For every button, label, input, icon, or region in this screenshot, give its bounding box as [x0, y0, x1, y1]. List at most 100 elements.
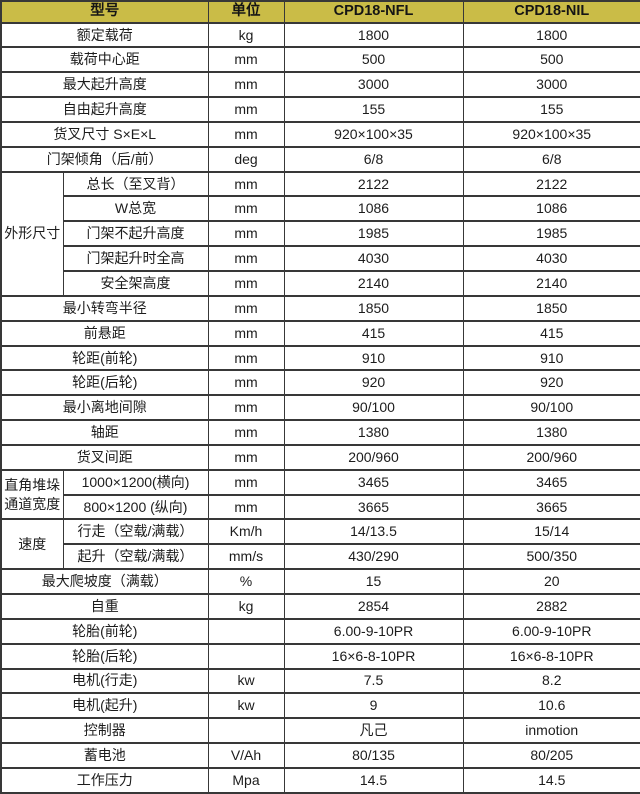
unit-cell: mm: [207, 294, 285, 322]
value-nfl: 凡己: [283, 717, 464, 745]
value-nfl: 2122: [283, 170, 464, 198]
unit-cell: V/Ah: [207, 742, 285, 769]
unit-cell: mm: [207, 419, 285, 446]
spec-sublabel: 门架起升时全高: [62, 245, 209, 272]
value-nfl: 1086: [283, 195, 464, 223]
table-row: 货叉间距 mm 200/960 200/960: [0, 443, 640, 471]
value-nil: 2122: [462, 170, 640, 198]
header-model-nfl: CPD18-NFL: [283, 0, 464, 24]
unit-cell: [207, 717, 285, 745]
table-row: 蓄电池 V/Ah 80/135 80/205: [0, 742, 640, 769]
spec-label: 自重: [0, 592, 209, 620]
value-nil: 2882: [462, 592, 640, 620]
spec-label: 轮距(前轮): [0, 344, 209, 372]
value-nfl: 910: [283, 344, 464, 372]
unit-cell: kg: [207, 21, 285, 49]
table-row: 最大爬坡度（满载） % 15 20: [0, 568, 640, 595]
value-nfl: 14.5: [283, 766, 464, 794]
value-nil: 14.5: [462, 766, 640, 794]
value-nil: 1985: [462, 220, 640, 248]
header-model-nil: CPD18-NIL: [462, 0, 640, 24]
table-row: 最小转弯半径 mm 1850 1850: [0, 294, 640, 322]
spec-label: 电机(行走): [0, 667, 209, 695]
unit-cell: Km/h: [207, 518, 285, 546]
unit-cell: [207, 617, 285, 645]
value-nil: 6.00-9-10PR: [462, 617, 640, 645]
header-unit: 单位: [207, 0, 285, 24]
value-nfl: 6.00-9-10PR: [283, 617, 464, 645]
value-nil: 500/350: [462, 543, 640, 571]
unit-cell: mm: [207, 493, 285, 521]
spec-label: 轮距(后轮): [0, 369, 209, 397]
spec-label: 电机(起升): [0, 692, 209, 720]
value-nfl: 155: [283, 96, 464, 123]
value-nil: 920: [462, 369, 640, 397]
value-nfl: 15: [283, 568, 464, 595]
value-nil: 10.6: [462, 692, 640, 720]
value-nfl: 200/960: [283, 443, 464, 471]
unit-cell: mm: [207, 443, 285, 471]
value-nil: 3000: [462, 71, 640, 99]
spec-sublabel: 门架不起升高度: [62, 220, 209, 248]
value-nfl: 80/135: [283, 742, 464, 769]
value-nil: 200/960: [462, 443, 640, 471]
value-nfl: 3665: [283, 493, 464, 521]
value-nfl: 1985: [283, 220, 464, 248]
unit-cell: mm: [207, 96, 285, 123]
table-row: 轮距(前轮) mm 910 910: [0, 344, 640, 372]
table-row: 起升（空载/满载） mm/s 430/290 500/350: [1, 543, 640, 571]
value-nil: 3465: [462, 468, 640, 496]
value-nfl: 3465: [283, 468, 464, 496]
table-row: 电机(行走) kw 7.5 8.2: [0, 667, 640, 695]
spec-label: 最大起升高度: [0, 71, 209, 99]
value-nfl: 500: [283, 46, 464, 74]
unit-cell: mm: [207, 170, 285, 198]
spec-label: 控制器: [0, 717, 209, 745]
table-row: 轮胎(后轮) 16×6-8-10PR 16×6-8-10PR: [0, 642, 640, 670]
value-nil: 1850: [462, 294, 640, 322]
value-nfl: 1380: [283, 419, 464, 446]
value-nfl: 9: [283, 692, 464, 720]
value-nfl: 1800: [283, 21, 464, 49]
unit-cell: mm: [207, 394, 285, 422]
value-nil: 1380: [462, 419, 640, 446]
unit-cell: kw: [207, 692, 285, 720]
value-nfl: 14/13.5: [283, 518, 464, 546]
spec-label: 门架倾角（后/前）: [0, 145, 209, 173]
spec-label: 轴距: [0, 419, 209, 446]
group-label-dimensions: 外形尺寸: [0, 170, 64, 297]
value-nil: 4030: [462, 245, 640, 272]
table-row: 自重 kg 2854 2882: [0, 592, 640, 620]
value-nil: 2140: [462, 270, 640, 297]
spec-label: 最大爬坡度（满载）: [0, 568, 209, 595]
table-row: 门架不起升高度 mm 1985 1985: [1, 220, 640, 248]
unit-cell: [207, 642, 285, 670]
group-label-speed: 速度: [0, 518, 64, 571]
unit-cell: mm: [207, 270, 285, 297]
group-label-aisle: 直角堆垛通道宽度: [0, 468, 64, 521]
table-row: 货叉尺寸 S×E×L mm 920×100×35 920×100×35: [0, 120, 640, 148]
spec-label: 轮胎(前轮): [0, 617, 209, 645]
value-nfl: 920: [283, 369, 464, 397]
value-nfl: 3000: [283, 71, 464, 99]
value-nfl: 7.5: [283, 667, 464, 695]
unit-cell: kg: [207, 592, 285, 620]
header-model: 型号: [0, 0, 209, 24]
value-nfl: 430/290: [283, 543, 464, 571]
table-row: 控制器 凡己 inmotion: [0, 717, 640, 745]
unit-cell: mm: [207, 369, 285, 397]
spec-label: 轮胎(后轮): [0, 642, 209, 670]
spec-sublabel: 总长（至叉背）: [62, 170, 209, 198]
spec-label: 载荷中心距: [0, 46, 209, 74]
value-nil: 15/14: [462, 518, 640, 546]
value-nil: 3665: [462, 493, 640, 521]
table-row: 前悬距 mm 415 415: [0, 319, 640, 347]
spec-label: 货叉尺寸 S×E×L: [0, 120, 209, 148]
unit-cell: mm: [207, 468, 285, 496]
value-nil: 500: [462, 46, 640, 74]
unit-cell: mm: [207, 245, 285, 272]
value-nfl: 16×6-8-10PR: [283, 642, 464, 670]
value-nil: 6/8: [462, 145, 640, 173]
value-nfl: 90/100: [283, 394, 464, 422]
spec-label: 货叉间距: [0, 443, 209, 471]
